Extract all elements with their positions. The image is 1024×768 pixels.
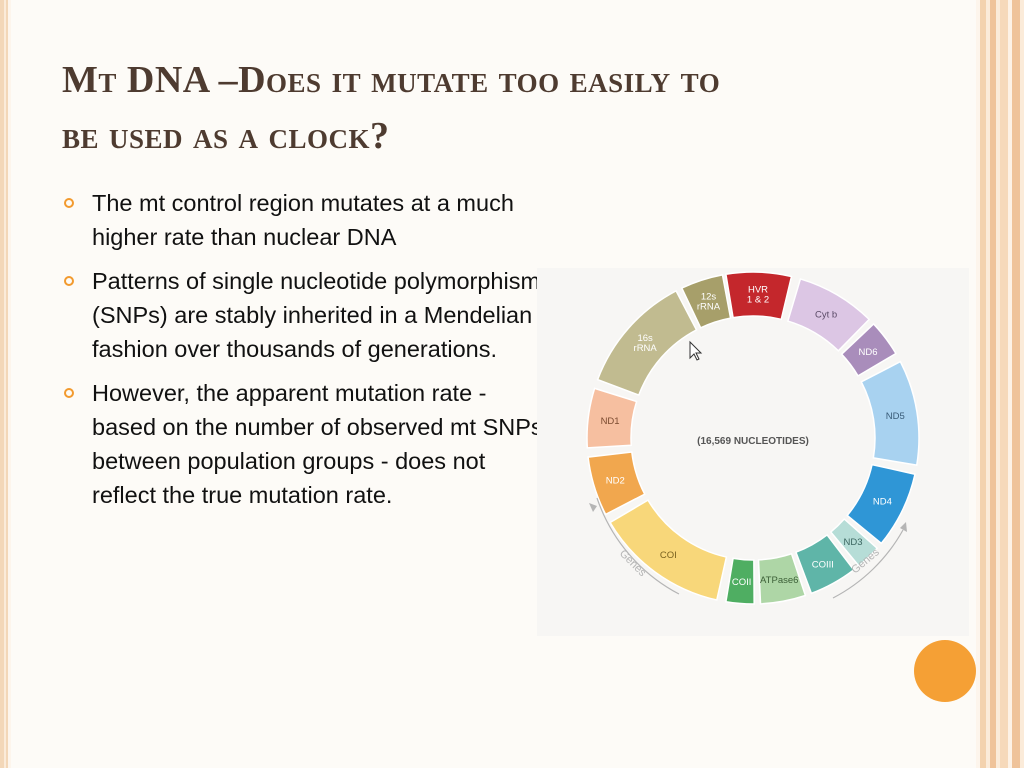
bullet-text: Patterns of single nucleotide polymorphi… <box>92 268 552 362</box>
ring-segment <box>840 322 897 377</box>
ring-segment-label: COI <box>660 550 677 561</box>
slide-title-line-1: Mt DNA –Does it mutate too easily to <box>62 59 721 101</box>
ring-segment <box>609 499 728 601</box>
bullet-text: However, the apparent mutation rate - ba… <box>92 380 543 508</box>
mtdna-ring-diagram: HVR 1 & 2 Cyt b ND6 ND5 ND4 ND3 COIII ATPase6 COI… <box>537 268 969 636</box>
ring-segment <box>794 533 855 595</box>
ring-segments <box>586 271 920 605</box>
ring-segment <box>680 273 732 329</box>
ring-segment <box>587 451 646 516</box>
ring-segment-label: ND2 <box>606 476 625 487</box>
ring-segment <box>757 552 807 605</box>
ring-segment-label: ND5 <box>886 411 905 422</box>
ring-segment <box>786 277 871 352</box>
ring-segment-label: ATPase6 <box>760 575 798 586</box>
ring-segment-label: COII <box>732 577 752 588</box>
bullet-text: The mt control region mutates at a much … <box>92 190 514 250</box>
ring-segment-label: Cyt b <box>815 309 837 320</box>
genes-arrowhead-left <box>589 503 597 512</box>
ring-segment-label: 16s rRNA <box>634 333 658 354</box>
ring-segment <box>725 557 755 605</box>
mtdna-ring-svg: HVR 1 & 2 Cyt b ND6 ND5 ND4 ND3 COIII ATPase6 COI… <box>586 271 920 605</box>
ring-segment-label: ND6 <box>858 347 877 358</box>
slide-title-line-2: be used as a clock? <box>62 115 390 157</box>
ring-segment <box>725 271 793 321</box>
bullet-circle-icon <box>64 198 74 208</box>
bullet-item: The mt control region mutates at a much … <box>62 186 552 254</box>
genes-arc-left <box>596 497 680 595</box>
ring-segment-label: ND1 <box>601 416 620 427</box>
bullet-item: Patterns of single nucleotide polymorphi… <box>62 264 552 366</box>
bullet-item: However, the apparent mutation rate - ba… <box>62 376 552 512</box>
left-decorative-border <box>0 0 11 768</box>
mouse-cursor-icon <box>689 340 703 361</box>
ring-segment <box>846 463 916 545</box>
ring-segment-label: COIII <box>812 559 834 570</box>
bullet-circle-icon <box>64 388 74 398</box>
slide-title: Mt DNA –Does it mutate too easily to be … <box>62 52 922 164</box>
right-decorative-border <box>976 0 1024 768</box>
genes-arrowhead-right <box>900 522 907 532</box>
ring-segment-label: ND3 <box>844 537 863 548</box>
ring-segment <box>586 387 638 449</box>
ring-segment-label: 12s rRNA <box>697 292 721 313</box>
ring-segment <box>596 289 698 397</box>
ring-center-label: (16,569 NUCLEOTIDES) <box>697 436 809 447</box>
decorative-orange-circle <box>914 640 976 702</box>
ring-segment <box>860 360 920 466</box>
genes-arc-right <box>832 529 904 599</box>
ring-segment <box>829 517 879 567</box>
ring-segment-labels: HVR 1 & 2 Cyt b ND6 ND5 ND4 ND3 COIII ATPase6 COI… <box>601 285 905 588</box>
bullet-circle-icon <box>64 276 74 286</box>
ring-segment-label: ND4 <box>873 497 892 508</box>
ring-segment-label: HVR 1 & 2 <box>747 285 769 306</box>
bullet-list: The mt control region mutates at a much … <box>62 186 552 522</box>
